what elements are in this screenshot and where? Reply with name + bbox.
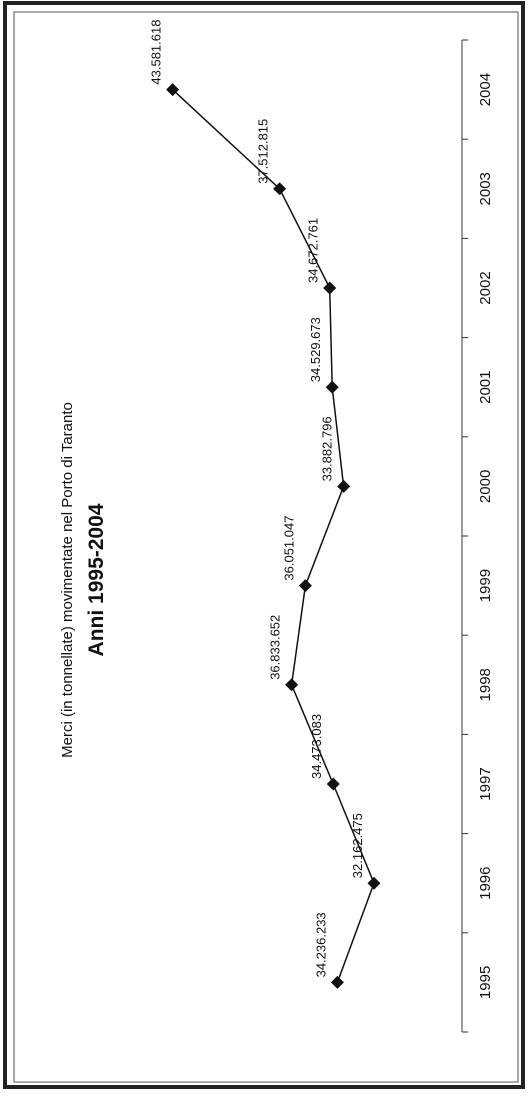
x-axis-ticks <box>462 39 468 1033</box>
data-label: 33.882.796 <box>320 416 335 481</box>
x-tick-label: 1998 <box>477 668 494 701</box>
data-label: 37.512.815 <box>256 119 271 184</box>
x-axis-tick-labels: 1995 1996 1997 1998 1999 2000 2001 2002 2003 2004 <box>477 73 494 999</box>
x-tick-label: 2001 <box>477 371 494 404</box>
data-point-marker <box>326 777 340 791</box>
data-point-marker <box>325 380 339 394</box>
data-label: 34.529.673 <box>308 317 323 382</box>
data-label: 34.672.761 <box>306 218 321 283</box>
data-point-marker <box>273 182 287 196</box>
data-label: 34.236.233 <box>313 912 328 977</box>
x-tick-label: 1999 <box>477 569 494 602</box>
data-point-marker <box>330 975 344 989</box>
data-label: 43.581.618 <box>149 20 164 85</box>
x-tick-label: 2000 <box>477 470 494 503</box>
data-point-marker <box>337 479 351 493</box>
series-markers <box>166 83 381 989</box>
data-point-marker <box>285 678 299 692</box>
x-tick-label: 1996 <box>477 867 494 900</box>
series-line <box>172 89 375 983</box>
x-tick-label: 2002 <box>477 271 494 304</box>
data-point-marker <box>323 281 337 295</box>
inner-border <box>13 11 519 1083</box>
x-tick-label: 2004 <box>477 73 494 106</box>
x-tick-label: 2003 <box>477 172 494 205</box>
chart-title: Merci (in tonnellate) movimentate nel Po… <box>59 402 76 758</box>
data-point-marker <box>367 876 381 890</box>
data-label: 32.162.475 <box>350 813 365 878</box>
data-point-marker <box>166 83 180 97</box>
data-labels: 34.236.233 32.162.475 34.473.083 36.833.652… <box>149 20 365 978</box>
x-tick-label: 1995 <box>477 966 494 999</box>
chart-subtitle: Anni 1995-2004 <box>85 503 108 656</box>
outer-border <box>3 1 525 1089</box>
data-point-marker <box>298 579 312 593</box>
data-label: 36.833.652 <box>268 615 283 680</box>
data-label: 36.051.047 <box>281 516 296 581</box>
x-tick-label: 1997 <box>477 767 494 800</box>
data-label: 34.473.083 <box>309 714 324 779</box>
